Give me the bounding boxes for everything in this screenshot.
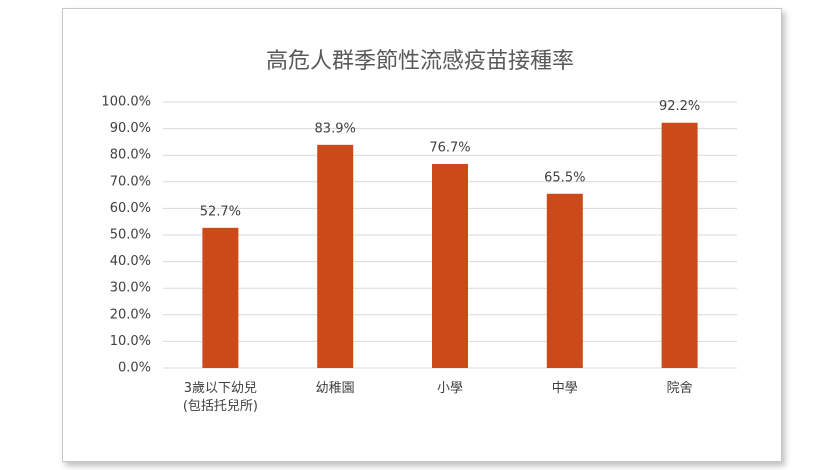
x-tick-label: 小學 [436,381,463,396]
data-label: 92.2% [659,99,700,114]
chart-title: 高危人群季節性流感疫苗接種率 [266,49,574,74]
bar [661,122,698,368]
y-tick-label: 60.0% [110,201,151,216]
x-tick-label: 中學 [551,381,578,396]
data-label: 52.7% [200,204,241,219]
data-label: 65.5% [544,170,585,185]
bar [546,193,583,368]
y-tick-label: 80.0% [110,148,151,163]
y-tick-label: 30.0% [110,281,151,296]
y-tick-label: 0.0% [118,361,151,376]
y-tick-label: 90.0% [110,121,151,136]
x-tick-label: 幼稚園 [315,381,355,396]
y-tick-label: 50.0% [110,228,151,243]
y-tick-label: 10.0% [110,334,151,349]
bar [317,144,354,368]
bar [432,163,468,368]
y-tick-label: 20.0% [110,307,151,322]
x-tick-label: 3歲以下幼兒 (包括托兒所) [182,381,258,414]
x-tick-label: 院舍 [666,381,693,396]
y-tick-label: 70.0% [110,174,151,189]
data-label: 76.7% [429,140,470,155]
y-tick-label: 100.0% [101,95,151,110]
y-tick-label: 40.0% [110,254,151,269]
bar [202,227,239,368]
data-label: 83.9% [315,121,356,136]
